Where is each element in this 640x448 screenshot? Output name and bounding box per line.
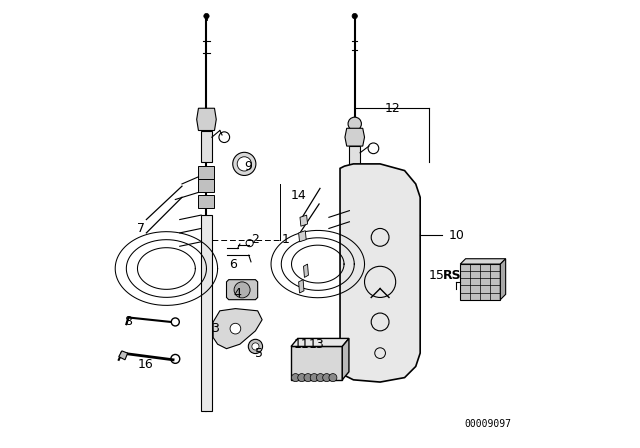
Circle shape bbox=[252, 343, 259, 350]
Polygon shape bbox=[213, 309, 262, 349]
Polygon shape bbox=[300, 215, 308, 226]
Text: 15: 15 bbox=[429, 269, 445, 282]
Polygon shape bbox=[291, 338, 349, 346]
Polygon shape bbox=[500, 259, 506, 300]
Text: 6: 6 bbox=[228, 258, 237, 271]
Text: 5: 5 bbox=[255, 347, 264, 360]
Circle shape bbox=[230, 323, 241, 334]
Circle shape bbox=[234, 282, 250, 298]
Polygon shape bbox=[198, 166, 214, 179]
Circle shape bbox=[348, 117, 362, 130]
Circle shape bbox=[329, 374, 337, 382]
Circle shape bbox=[291, 374, 300, 382]
Text: 12: 12 bbox=[385, 102, 400, 115]
Text: 8: 8 bbox=[124, 315, 132, 328]
Polygon shape bbox=[342, 338, 349, 380]
Circle shape bbox=[304, 374, 312, 382]
Text: 7: 7 bbox=[138, 222, 145, 235]
Circle shape bbox=[204, 13, 209, 19]
Polygon shape bbox=[299, 231, 306, 242]
Circle shape bbox=[233, 152, 256, 176]
Text: 1: 1 bbox=[282, 233, 290, 246]
Circle shape bbox=[323, 374, 331, 382]
Polygon shape bbox=[347, 190, 363, 202]
Polygon shape bbox=[347, 204, 363, 215]
Polygon shape bbox=[198, 180, 214, 192]
Polygon shape bbox=[460, 264, 500, 300]
Text: RS: RS bbox=[442, 269, 461, 282]
Polygon shape bbox=[299, 280, 304, 293]
Text: 3: 3 bbox=[211, 322, 219, 335]
Circle shape bbox=[352, 13, 357, 19]
Polygon shape bbox=[340, 164, 420, 382]
Circle shape bbox=[316, 374, 324, 382]
Text: 00009097: 00009097 bbox=[465, 419, 511, 429]
Polygon shape bbox=[345, 128, 365, 146]
Circle shape bbox=[248, 339, 262, 353]
Polygon shape bbox=[198, 195, 214, 207]
Polygon shape bbox=[196, 108, 216, 130]
Circle shape bbox=[310, 374, 318, 382]
Polygon shape bbox=[349, 146, 360, 175]
Polygon shape bbox=[201, 130, 212, 162]
Circle shape bbox=[298, 374, 306, 382]
Text: 13: 13 bbox=[309, 338, 324, 351]
Text: 2: 2 bbox=[251, 233, 259, 246]
Text: 11: 11 bbox=[293, 338, 309, 351]
Polygon shape bbox=[347, 180, 363, 190]
Polygon shape bbox=[303, 264, 308, 277]
Polygon shape bbox=[227, 280, 258, 300]
Text: 16: 16 bbox=[138, 358, 153, 371]
Text: 4: 4 bbox=[233, 287, 241, 300]
Circle shape bbox=[237, 157, 252, 171]
Polygon shape bbox=[119, 351, 127, 360]
Polygon shape bbox=[201, 215, 212, 411]
Polygon shape bbox=[291, 346, 342, 380]
Text: 10: 10 bbox=[449, 228, 465, 241]
Text: 9: 9 bbox=[244, 159, 252, 172]
Text: 14: 14 bbox=[291, 189, 307, 202]
Polygon shape bbox=[460, 259, 506, 264]
